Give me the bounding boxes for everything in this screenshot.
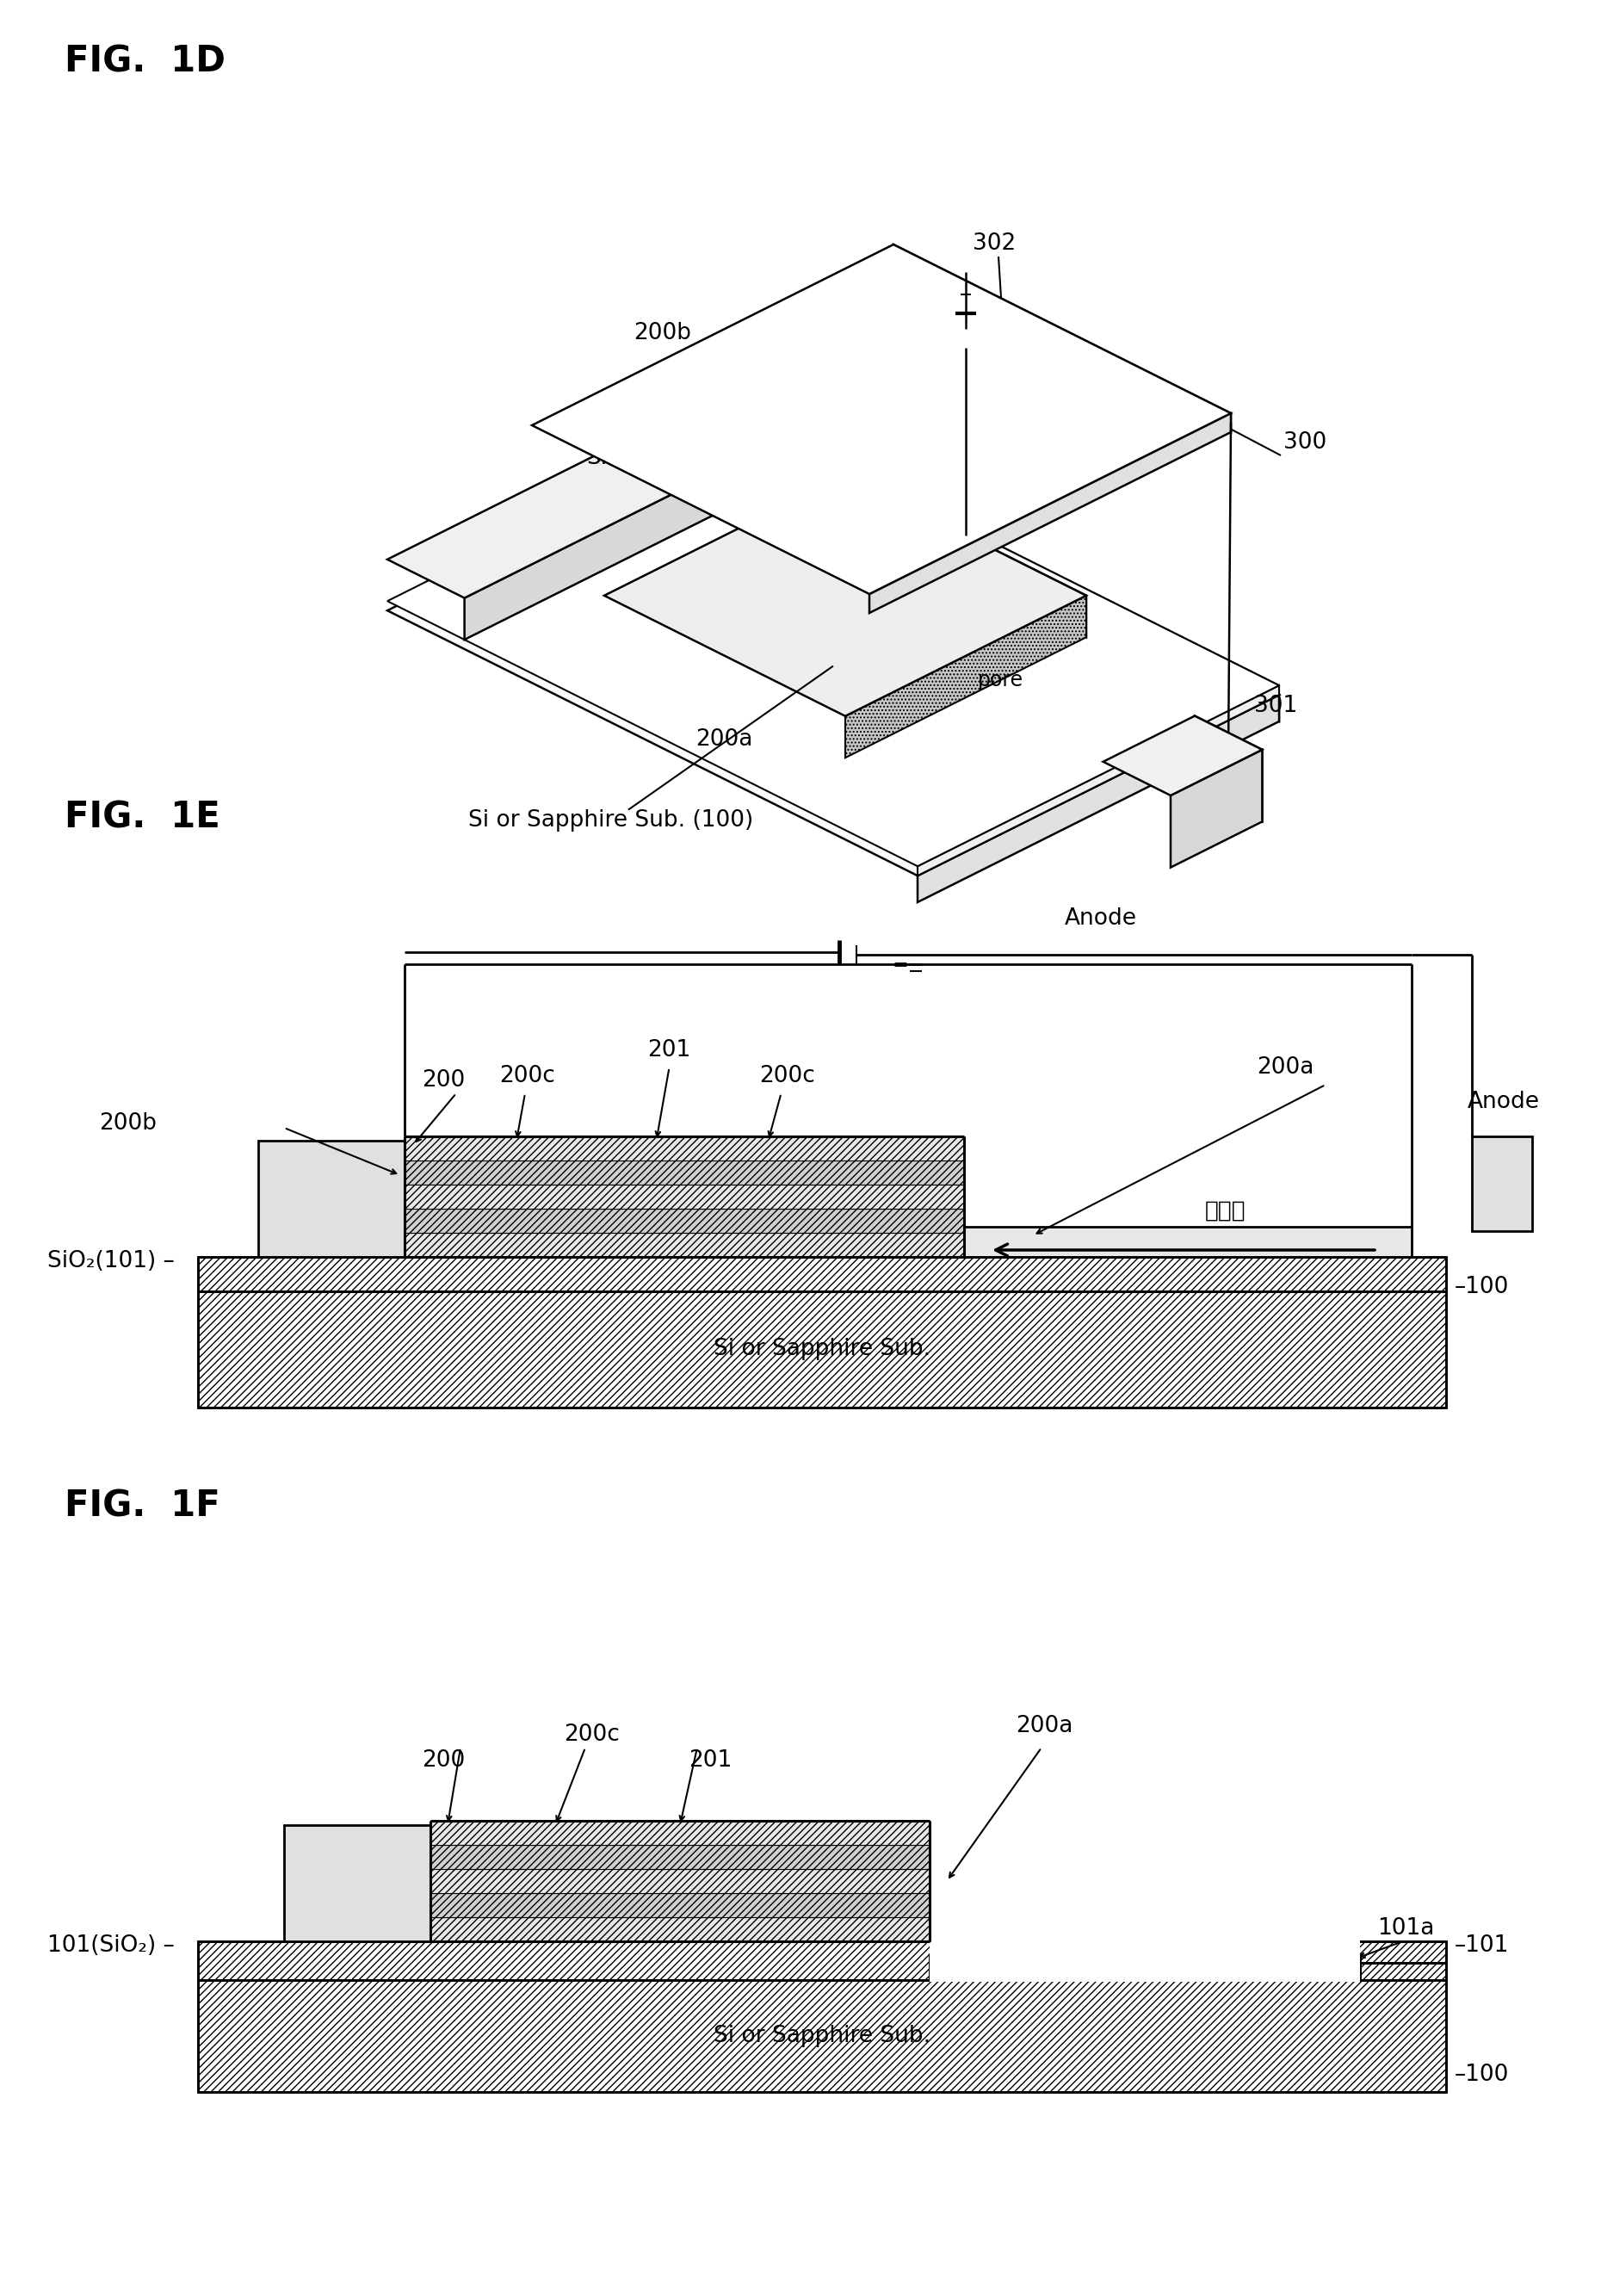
Polygon shape [1359,1963,1446,1979]
Text: Si or Sapphire Sub.: Si or Sapphire Sub. [714,1339,930,1359]
Text: FIG.  1E: FIG. 1E [64,799,219,836]
Polygon shape [749,420,1279,696]
Text: FIG.  1F: FIG. 1F [64,1488,219,1525]
Polygon shape [199,1256,1446,1290]
Text: 101(SiO₂) –: 101(SiO₂) – [48,1936,175,1956]
Polygon shape [405,1208,964,1233]
Polygon shape [431,1894,930,1917]
Polygon shape [431,1846,930,1869]
Polygon shape [405,1137,964,1159]
Text: 200a: 200a [1257,1056,1314,1079]
Polygon shape [199,1290,1446,1407]
Text: Anode: Anode [1468,1091,1540,1114]
Polygon shape [1471,1137,1532,1231]
Text: 101a: 101a [1377,1917,1434,1940]
Polygon shape [749,379,826,459]
Polygon shape [405,1185,964,1208]
Polygon shape [258,1141,405,1256]
Polygon shape [199,1979,1446,2092]
Text: 302: 302 [973,232,1017,255]
Text: SiO₂(101): SiO₂(101) [586,448,695,468]
Text: –100: –100 [1455,1277,1510,1297]
Text: Anode: Anode [1065,907,1137,930]
Text: 200b: 200b [99,1111,157,1134]
Text: 201: 201 [648,1040,692,1061]
Polygon shape [930,1940,1359,1981]
Text: 200c: 200c [500,1065,556,1088]
Polygon shape [917,696,1279,902]
Text: 301: 301 [1255,696,1298,716]
Polygon shape [845,475,1085,638]
Polygon shape [964,1226,1412,1256]
Text: 200c: 200c [759,1065,815,1088]
Text: 201: 201 [688,1750,732,1773]
Text: 200a: 200a [695,728,752,751]
Polygon shape [387,379,826,597]
Polygon shape [917,687,1279,875]
Polygon shape [199,1942,1446,1979]
Text: –101: –101 [1455,1936,1510,1956]
Text: 200: 200 [421,1750,464,1773]
Text: pore: pore [977,670,1023,691]
Polygon shape [604,475,1085,716]
Polygon shape [1103,716,1262,794]
Text: Si or Sapphire Sub.: Si or Sapphire Sub. [714,2025,930,2048]
Polygon shape [749,429,1279,721]
Text: 200b: 200b [634,321,692,344]
Text: FIG.  1D: FIG. 1D [64,44,226,80]
Polygon shape [431,1869,930,1894]
Text: 200c: 200c [564,1724,620,1745]
Polygon shape [869,413,1231,613]
Text: 300: 300 [1284,432,1327,455]
Polygon shape [1194,716,1262,822]
Polygon shape [431,1821,930,1846]
Polygon shape [464,418,826,641]
Polygon shape [283,1825,431,1942]
Text: –100: –100 [1455,2064,1510,2087]
Polygon shape [1170,751,1262,868]
Polygon shape [930,1954,1359,1979]
Polygon shape [431,1917,930,1942]
Polygon shape [387,420,1279,866]
Polygon shape [893,243,1231,432]
Polygon shape [387,429,1279,875]
Text: 200: 200 [421,1070,464,1091]
Polygon shape [845,595,1085,758]
Text: 201: 201 [655,413,698,434]
Text: Si or Sapphire Sub. (100): Si or Sapphire Sub. (100) [469,808,754,831]
Polygon shape [405,1159,964,1185]
Polygon shape [930,1942,1359,1979]
Polygon shape [532,243,1231,595]
Text: 전기장: 전기장 [1206,1201,1246,1221]
Text: SiO₂(101) –: SiO₂(101) – [48,1249,175,1272]
Text: 200a: 200a [1015,1715,1073,1738]
Polygon shape [405,1233,964,1256]
